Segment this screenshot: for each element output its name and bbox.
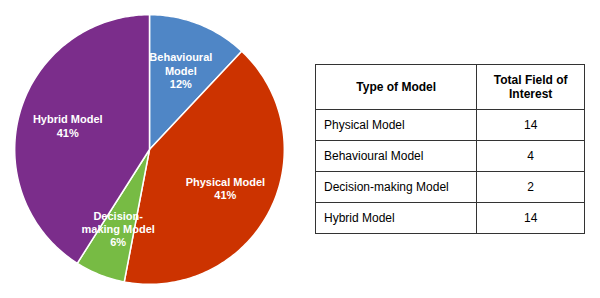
html-text:Decision-making Model: Decision-making Model xyxy=(324,180,449,194)
html-text:Physical Model: Physical Model xyxy=(324,118,405,132)
html-text:Hybrid Model: Hybrid Model xyxy=(324,211,395,225)
html-text:Total Field of Interest: Total Field of Interest xyxy=(493,73,568,101)
svg-text:Physical Model41%: Physical Model41% xyxy=(186,176,265,201)
svg-text:BehaviouralModel12%: BehaviouralModel12% xyxy=(149,51,212,89)
html-text:14: 14 xyxy=(524,118,538,132)
svg-text:Decision-making Model6%: Decision-making Model6% xyxy=(81,210,154,248)
svg-text:Hybrid Model41%: Hybrid Model41% xyxy=(33,113,103,138)
html-text:2: 2 xyxy=(527,180,534,194)
html-text:4: 4 xyxy=(527,149,534,163)
html-text:14: 14 xyxy=(524,211,538,225)
html-text:Type of Model: Type of Model xyxy=(356,80,437,94)
html-text:Behavioural Model: Behavioural Model xyxy=(324,149,424,163)
